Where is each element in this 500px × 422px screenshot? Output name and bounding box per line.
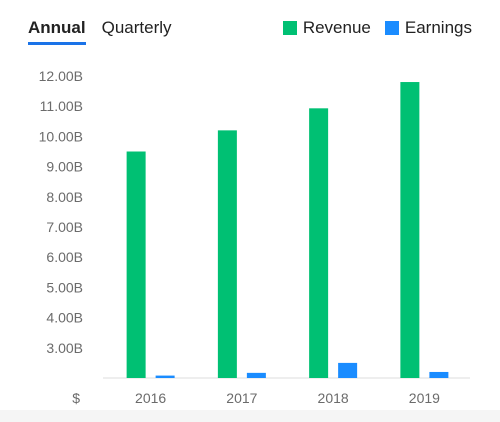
y-tick-label: 8.00B — [46, 189, 83, 205]
y-tick-label: 11.00B — [40, 98, 83, 114]
earnings-bar[interactable] — [155, 375, 175, 378]
chart-legend: Revenue Earnings — [282, 18, 472, 38]
tab-quarterly[interactable]: Quarterly — [101, 18, 172, 37]
y-tick-label: 3.00B — [46, 340, 83, 356]
revenue-swatch — [282, 21, 297, 35]
revenue-bar[interactable] — [400, 82, 420, 378]
x-tick-label: 2018 — [318, 390, 349, 406]
legend-item-revenue[interactable]: Revenue — [282, 18, 371, 38]
legend-label-earnings: Earnings — [404, 18, 472, 37]
x-tick-label: 2019 — [409, 390, 440, 406]
revenue-bar[interactable] — [217, 130, 237, 378]
y-tick-label: 5.00B — [46, 279, 83, 295]
revenue-bar[interactable] — [309, 108, 329, 379]
y-tick-label: 10.00B — [39, 128, 83, 144]
y-tick-label: 4.00B — [46, 310, 83, 326]
period-tabs: Annual Quarterly — [28, 18, 172, 45]
y-tick-label: 7.00B — [46, 219, 83, 235]
y-tick-label: 9.00B — [46, 159, 83, 175]
footer-bar — [0, 410, 500, 422]
earnings-bar[interactable] — [338, 362, 358, 378]
revenue-bar[interactable] — [126, 151, 146, 379]
x-tick-label: 2016 — [135, 390, 166, 406]
x-tick-label: 2017 — [226, 390, 257, 406]
earnings-bar[interactable] — [429, 371, 449, 378]
y-tick-label: 6.00B — [46, 249, 83, 265]
currency-label: $ — [72, 390, 80, 406]
earnings-swatch — [384, 21, 399, 35]
legend-item-earnings[interactable]: Earnings — [384, 18, 472, 38]
legend-label-revenue: Revenue — [302, 18, 371, 37]
earnings-bar[interactable] — [246, 372, 266, 378]
y-tick-label: 12.00B — [39, 68, 83, 84]
tab-annual[interactable]: Annual — [28, 18, 86, 45]
